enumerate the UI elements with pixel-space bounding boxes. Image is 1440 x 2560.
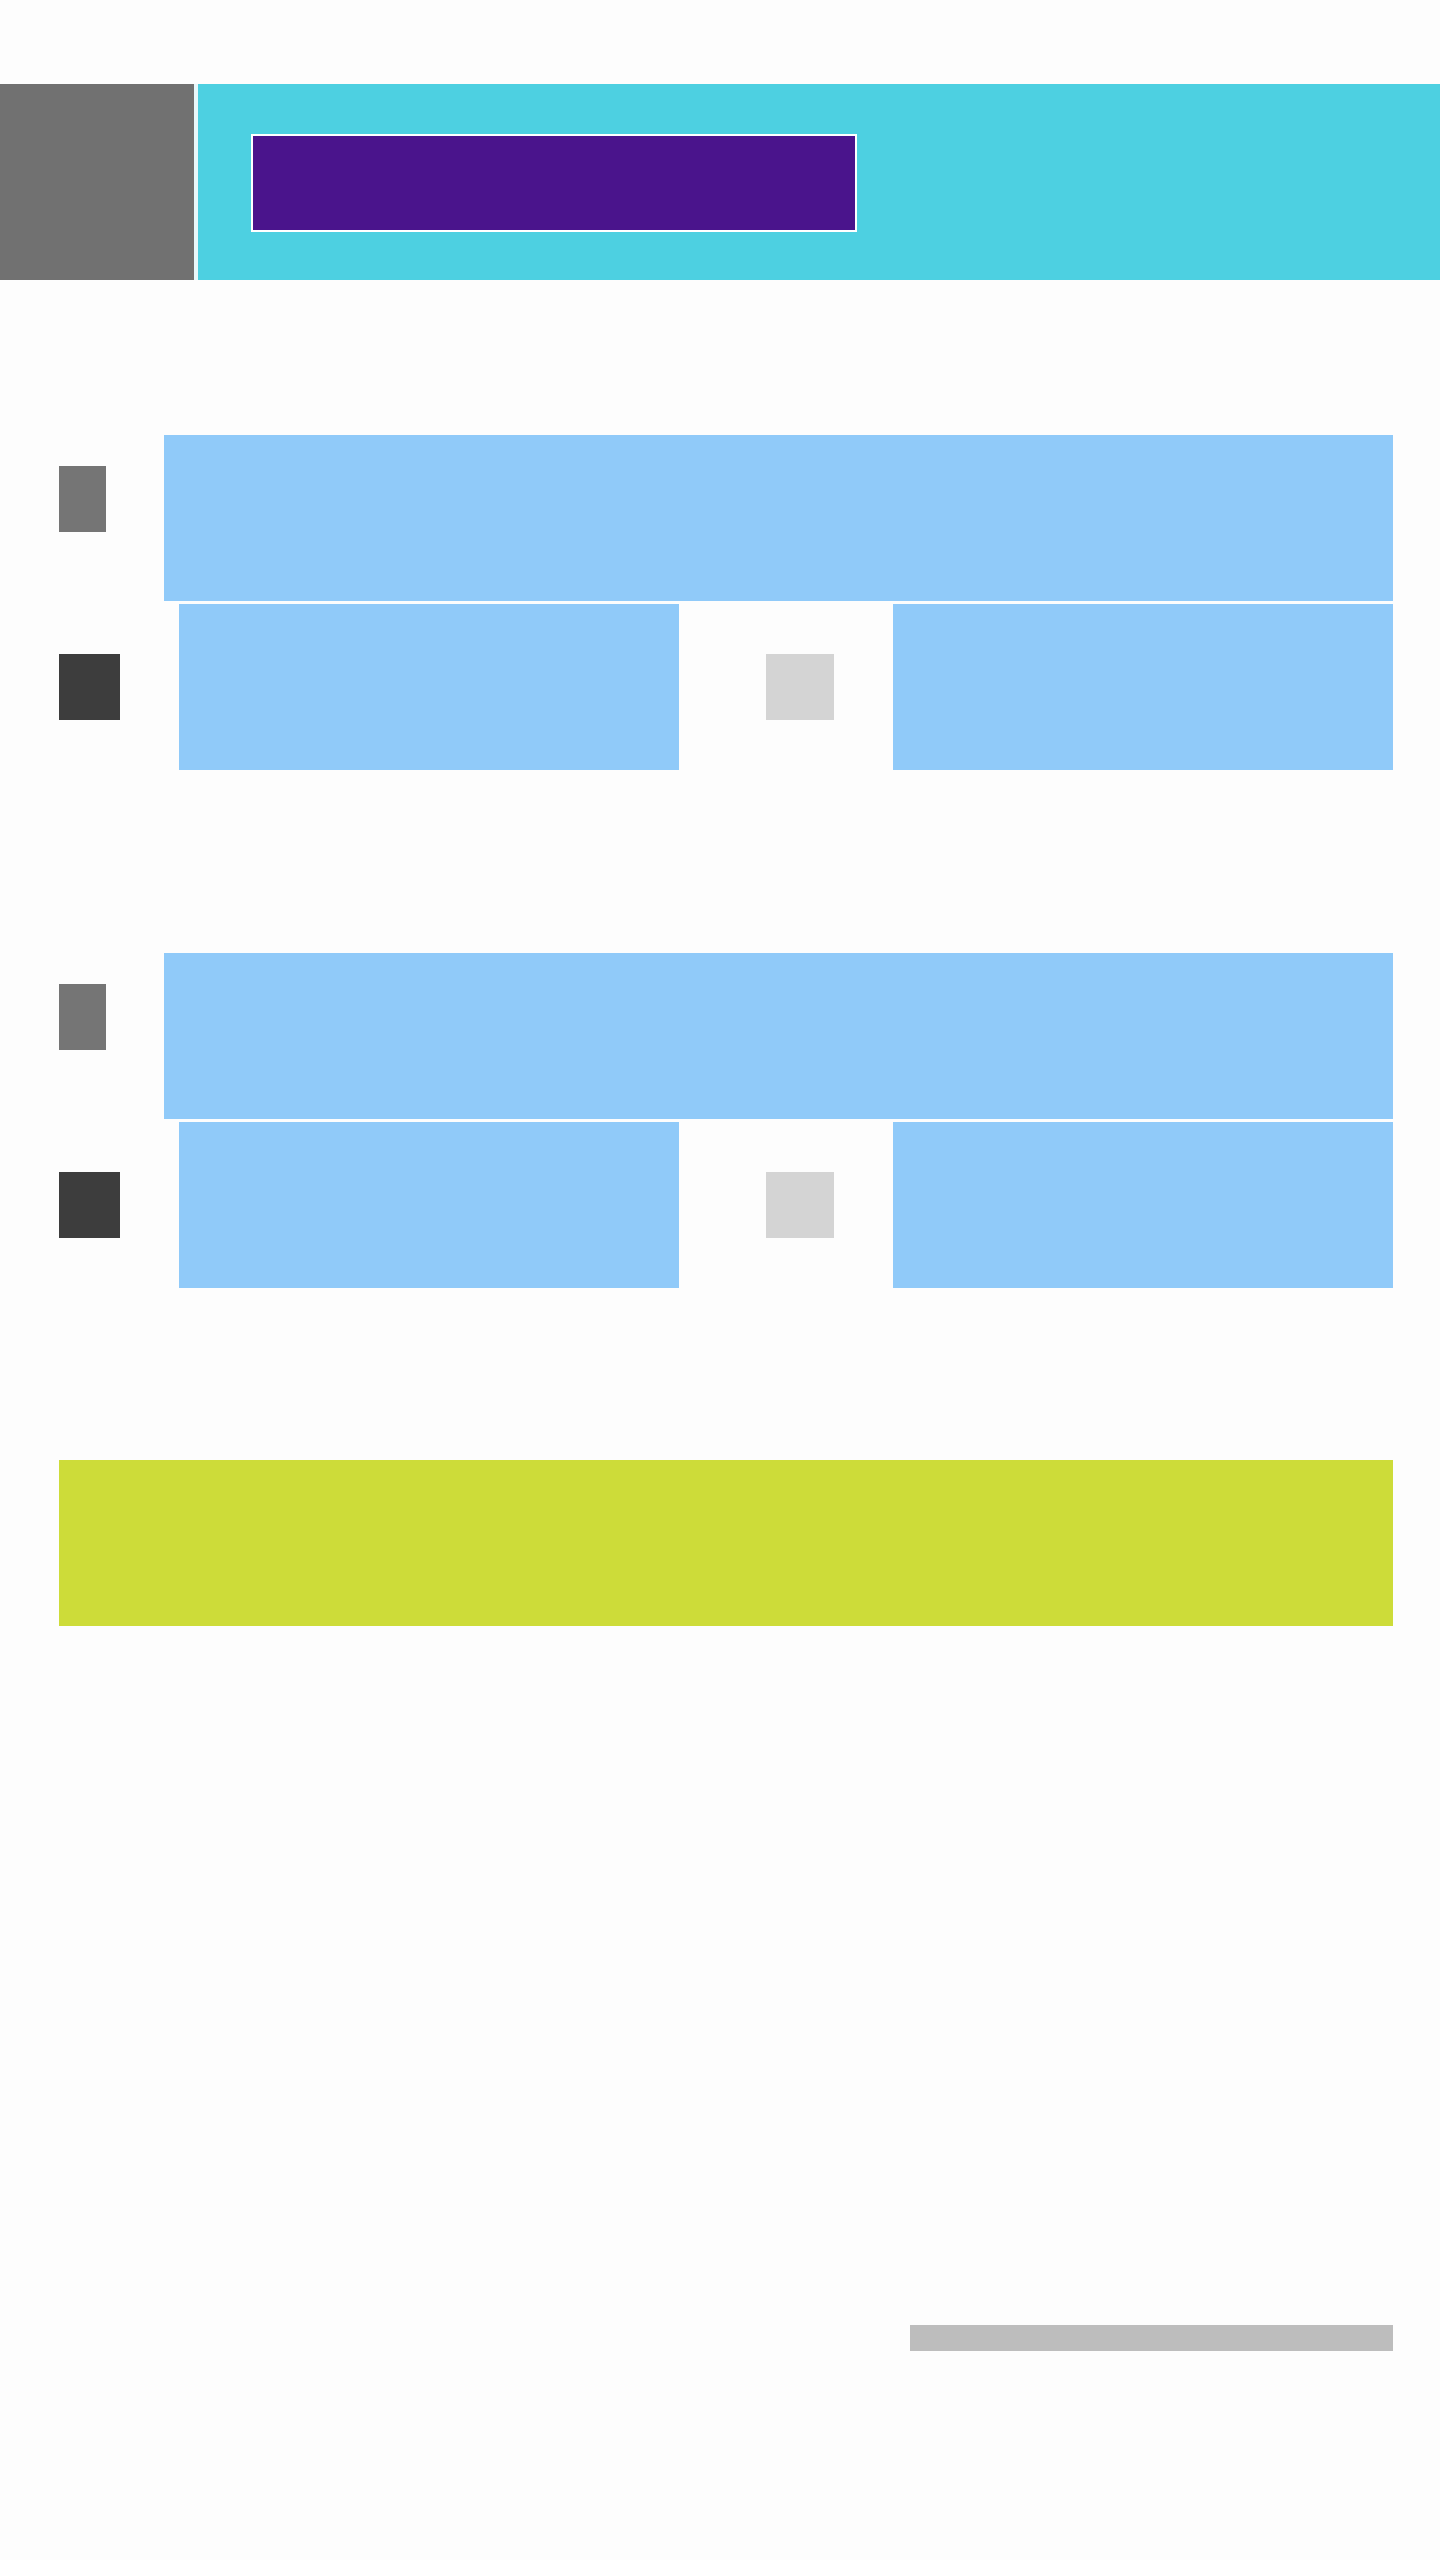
group-1-main-panel[interactable] xyxy=(164,435,1393,601)
group-2-left-icon xyxy=(59,1172,120,1238)
group-1-right-icon xyxy=(766,654,834,720)
group-2-icon xyxy=(59,984,106,1050)
header-divider xyxy=(194,84,198,280)
header-icon xyxy=(0,84,196,280)
group-2-right-icon xyxy=(766,1172,834,1238)
group-1-right-panel[interactable] xyxy=(893,604,1393,770)
action-button[interactable] xyxy=(59,1460,1393,1626)
group-2-left-panel[interactable] xyxy=(179,1122,679,1288)
group-1-icon xyxy=(59,466,106,532)
page-title xyxy=(251,134,857,232)
group-1-left-panel[interactable] xyxy=(179,604,679,770)
group-2-main-panel[interactable] xyxy=(164,953,1393,1119)
footer-text xyxy=(910,2325,1393,2351)
group-1-left-icon xyxy=(59,654,120,720)
group-2-right-panel[interactable] xyxy=(893,1122,1393,1288)
